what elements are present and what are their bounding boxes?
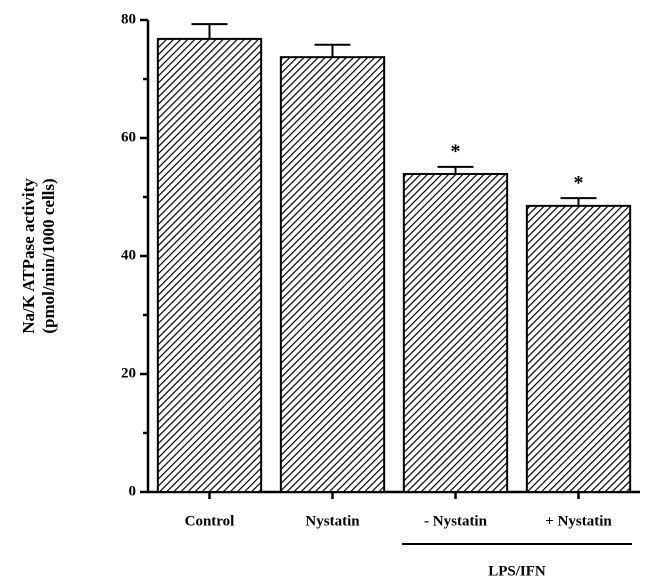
x-tick-label: - Nystatin [424,513,488,529]
significance-mark: * [451,141,461,163]
x-tick-label: Control [185,513,235,529]
y-tick-label: 20 [121,365,136,381]
bar [525,204,632,493]
x-tick-label: Nystatin [305,513,360,529]
y-label-line: Na/K ATPase activity [19,178,38,334]
y-label-line: (pmol/min/1000 cells) [39,178,58,333]
x-tick-label: + Nystatin [545,513,612,529]
bar [279,56,386,493]
significance-mark: * [574,172,584,194]
y-tick-label: 60 [121,129,136,145]
y-axis-title: Na/K ATPase activity (pmol/min/1000 cell… [19,178,58,334]
bar [156,37,263,493]
y-tick-label: 0 [129,483,137,499]
group-label: LPS/IFN [488,563,546,579]
y-tick-label: 40 [121,247,136,263]
bar [402,172,509,494]
y-tick-label: 80 [121,11,136,27]
